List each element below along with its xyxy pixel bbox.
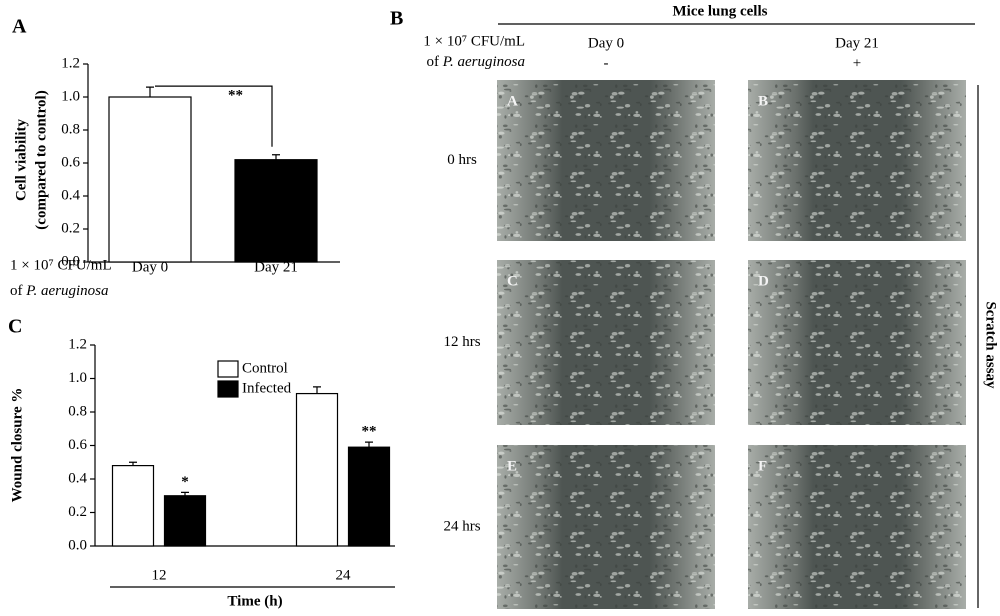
x-axis-label: Time (h): [227, 593, 282, 609]
legend-label: Infected: [242, 380, 292, 396]
panel-label: B: [390, 8, 403, 30]
caption-prefix: of: [10, 283, 23, 299]
cfu-label: of P. aeruginosa: [427, 54, 525, 70]
side-label: Scratch assay: [983, 301, 999, 389]
micrograph-texture: [497, 260, 715, 425]
image-label: C: [507, 273, 518, 289]
micrograph-texture: [748, 260, 966, 425]
micrograph-texture: [748, 445, 966, 609]
y-tick-label: 0.0: [68, 537, 87, 553]
column-label: Day 0: [588, 35, 624, 51]
bar: [163, 495, 207, 547]
y-tick-label: 1.0: [61, 88, 80, 104]
y-axis-label: Wound closure %: [9, 388, 25, 503]
legend-swatch: [217, 380, 239, 398]
column-sign: -: [604, 55, 609, 71]
cfu-prefix: of: [427, 54, 440, 70]
x-tick-label: 12: [152, 567, 167, 583]
y-tick-label: 0.2: [61, 220, 80, 236]
image-label: F: [758, 458, 767, 474]
y-axis-label: Cell viability: [13, 118, 29, 201]
row-label: 24 hrs: [443, 518, 480, 534]
y-tick-label: 1.2: [68, 336, 87, 352]
image-label: A: [507, 93, 518, 109]
y-tick-label: 0.2: [68, 504, 87, 520]
y-tick-label: 0.8: [68, 403, 87, 419]
x-tick-label: 24: [336, 567, 352, 583]
micrograph-texture: [497, 80, 715, 241]
error-bar: [365, 441, 373, 448]
cfu-species: P. aeruginosa: [442, 54, 525, 70]
panel-title: Mice lung cells: [673, 3, 768, 19]
legend-label: Control: [242, 360, 288, 376]
bar: [347, 446, 391, 547]
bar: [234, 159, 318, 263]
bar: [108, 96, 192, 263]
x-tick-label: Day 0: [132, 259, 168, 275]
error-bar: [272, 154, 280, 160]
caption-species: P. aeruginosa: [25, 283, 108, 299]
annotation: **: [362, 424, 377, 440]
significance-bracket: [155, 85, 273, 147]
row-label: 0 hrs: [447, 152, 477, 168]
y-axis-label: (compared to control): [33, 90, 49, 229]
image-label: B: [758, 93, 768, 109]
micrograph-texture: [497, 445, 715, 609]
x-caption: of P. aeruginosa: [10, 283, 108, 299]
cfu-label: 1 × 10⁷ CFU/mL: [423, 33, 525, 49]
panel-label: C: [8, 316, 22, 338]
y-tick-label: 0.4: [68, 470, 87, 486]
column-label: Day 21: [835, 35, 879, 51]
error-bar: [129, 461, 137, 466]
error-bar: [181, 491, 189, 496]
y-tick-label: 0.6: [68, 437, 87, 453]
bar: [295, 392, 339, 547]
column-sign: +: [853, 55, 861, 71]
annotation: **: [228, 88, 243, 104]
annotation: *: [181, 474, 189, 490]
image-label: D: [758, 273, 769, 289]
image-label: E: [507, 458, 517, 474]
micrograph-texture: [748, 80, 966, 241]
row-label: 12 hrs: [443, 334, 480, 350]
x-tick-label: Day 21: [254, 259, 298, 275]
panel-label: A: [12, 16, 27, 38]
y-tick-label: 1.2: [61, 55, 80, 71]
y-tick-label: 1.0: [68, 370, 87, 386]
y-tick-label: 0.0: [61, 253, 80, 269]
bar: [111, 465, 155, 547]
y-tick-label: 0.6: [61, 154, 80, 170]
legend-swatch: [217, 360, 239, 378]
y-tick-label: 0.4: [61, 187, 80, 203]
error-bar: [146, 86, 154, 97]
error-bar: [313, 386, 321, 394]
y-tick-label: 0.8: [61, 121, 80, 137]
